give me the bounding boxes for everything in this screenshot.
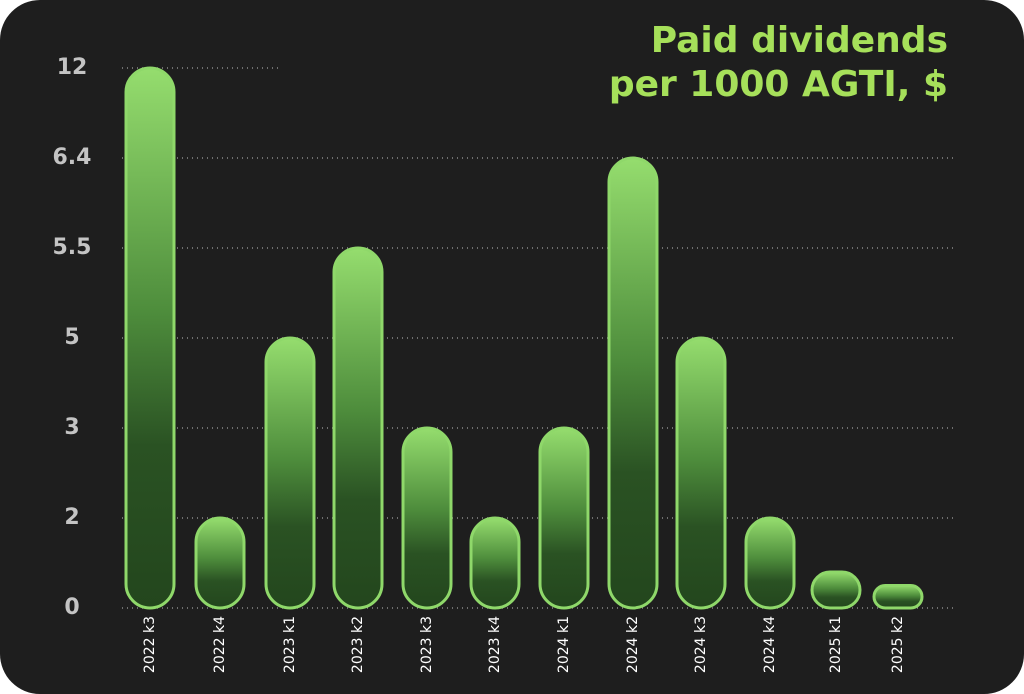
bar: [264, 336, 316, 610]
x-tick-label: 2023 k3: [419, 616, 435, 673]
bar: [607, 156, 659, 610]
x-tick-label: 2023 k2: [350, 616, 366, 673]
x-tick-label: 2025 k1: [828, 616, 844, 673]
x-tick-label: 2023 k4: [487, 616, 503, 673]
y-tick-label: 3: [64, 415, 79, 440]
chart-title: per 1000 AGTI, $: [609, 64, 948, 105]
bar: [194, 516, 246, 610]
y-tick-label: 6.4: [53, 145, 92, 170]
y-tick-label: 5: [64, 325, 79, 350]
x-tick-label: 2024 k2: [625, 616, 641, 673]
y-tick-label: 12: [57, 55, 88, 80]
x-tick-label: 2025 k2: [890, 616, 906, 673]
bar: [401, 426, 453, 610]
x-tick-label: 2022 k3: [142, 616, 158, 673]
chart-title: Paid dividends: [651, 20, 948, 61]
y-tick-label: 5.5: [53, 235, 92, 260]
y-tick-label: 2: [64, 505, 79, 530]
bar: [872, 584, 924, 610]
x-tick-label: 2024 k1: [556, 616, 572, 673]
y-tick-label: 0: [64, 595, 79, 620]
x-tick-label: 2024 k3: [693, 616, 709, 673]
bar: [469, 516, 521, 610]
bar: [675, 336, 727, 610]
bar: [332, 246, 384, 610]
x-tick-label: 2024 k4: [762, 616, 778, 673]
x-tick-label: 2023 k1: [282, 616, 298, 673]
bar: [124, 66, 176, 610]
x-tick-label: 2022 k4: [212, 616, 228, 673]
bar: [744, 516, 796, 610]
bar: [538, 426, 590, 610]
bar: [810, 570, 862, 610]
